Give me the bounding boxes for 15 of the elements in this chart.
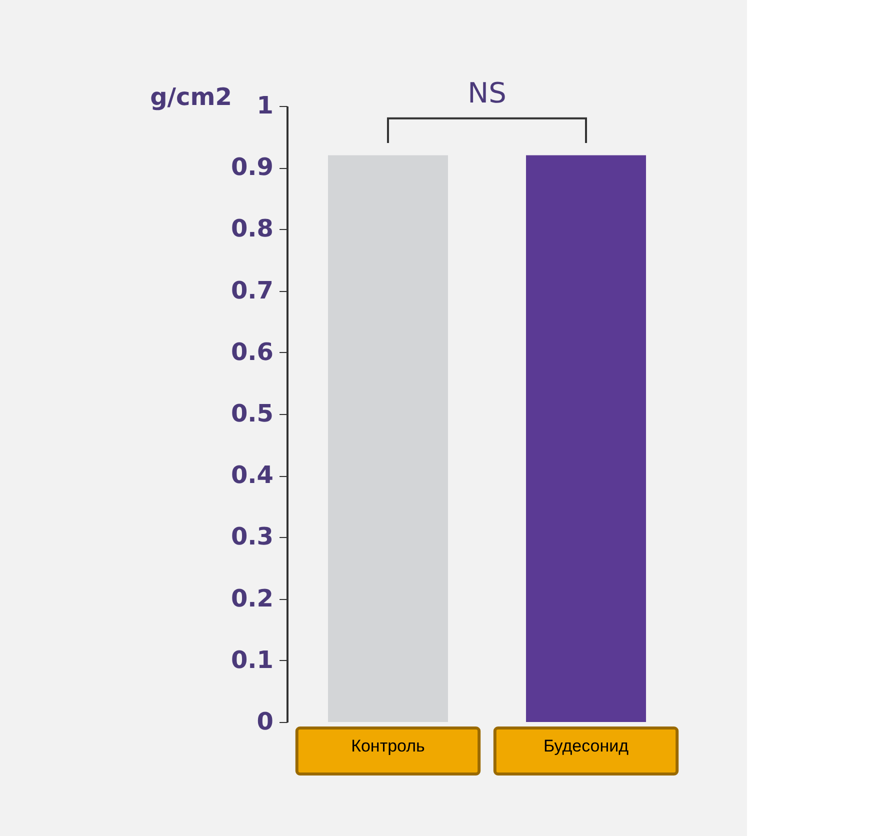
y-tick-label: 0.5: [230, 400, 274, 428]
x-tick-label: Контроль: [351, 736, 426, 756]
y-tick-label: 0.9: [230, 153, 274, 182]
y-tick-label: 0.4: [230, 461, 274, 490]
y-tick-label: 0.8: [230, 214, 274, 243]
annotation: NS: [468, 76, 506, 110]
y-tick-label: 0: [256, 708, 274, 736]
y-tick-label: 0.3: [230, 522, 274, 551]
y-tick-label: 0.2: [230, 584, 274, 612]
x-tick-label: Будесонид: [543, 736, 629, 756]
y-tick-label: 0.6: [230, 338, 274, 366]
y-axis-title: g/cm2: [150, 83, 232, 111]
y-tick-label: 0.1: [230, 646, 274, 674]
y-tick-label: 1: [256, 92, 274, 120]
y-tick-label: 0.7: [230, 276, 274, 304]
